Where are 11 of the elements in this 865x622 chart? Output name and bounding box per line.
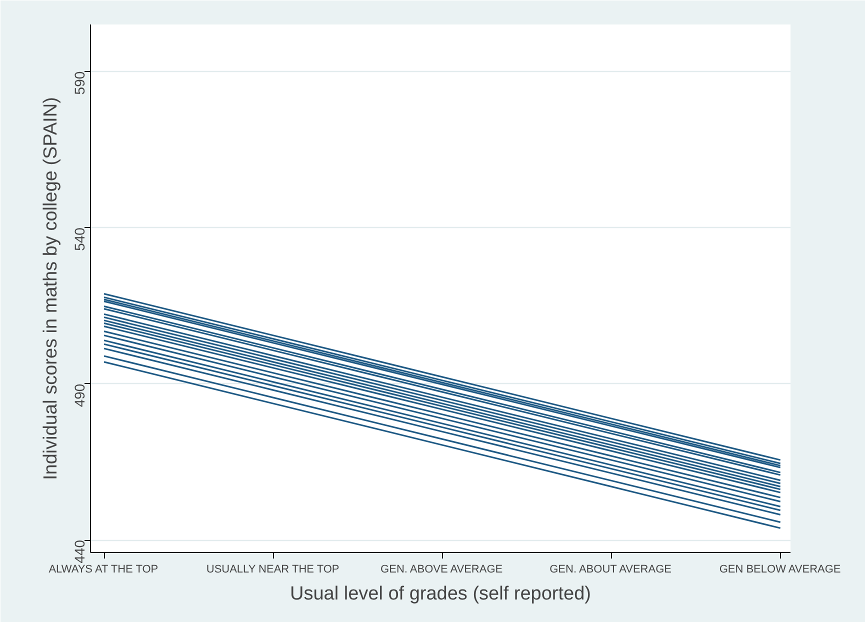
y-axis-title: Individual scores in maths by college (SPAIN) — [40, 97, 62, 480]
x-tick-label: GEN. ABOVE AVERAGE — [380, 564, 503, 576]
y-tick-label: 540 — [72, 227, 88, 251]
x-tick-label: USUALLY NEAR THE TOP — [206, 564, 340, 576]
x-tick-label: GEN BELOW AVERAGE — [719, 564, 841, 576]
y-tick-label: 590 — [72, 71, 88, 95]
x-tick-label: ALWAYS AT THE TOP — [48, 564, 158, 576]
y-tick-label: 490 — [72, 384, 88, 408]
y-tick-label: 440 — [72, 540, 88, 564]
x-axis-title: Usual level of grades (self reported) — [290, 584, 591, 604]
x-tick-label: GEN. ABOUT AVERAGE — [550, 564, 672, 576]
